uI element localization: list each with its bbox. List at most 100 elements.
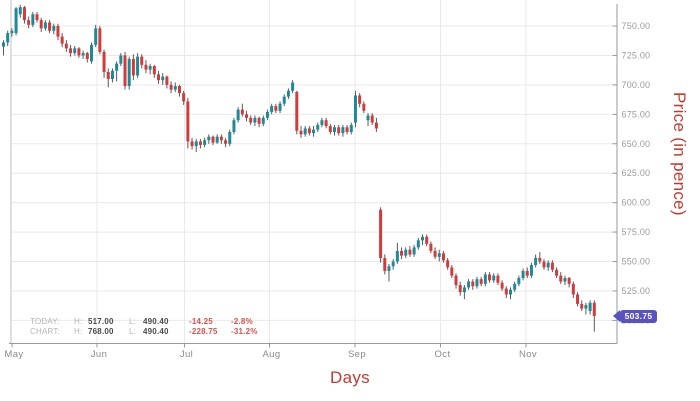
candle-down — [567, 278, 571, 284]
legend-row-chart: CHART: H: 768.00 L: 490.40 -228.75 -31.2% — [30, 327, 258, 337]
candle-up — [391, 261, 395, 267]
candle-down — [433, 250, 437, 257]
price-tick-label: 725.00 — [622, 50, 651, 60]
candle-down — [525, 270, 529, 276]
candle-down — [370, 115, 374, 123]
candle-up — [395, 250, 399, 262]
candle-down — [358, 95, 362, 104]
candle-down — [27, 20, 31, 25]
candle-up — [89, 44, 93, 62]
month-tick-label: Jun — [91, 349, 108, 360]
candle-down — [190, 141, 194, 147]
candle-up — [173, 86, 177, 90]
candle-up — [416, 240, 420, 248]
y-axis-title: Price (in pence) — [670, 92, 689, 216]
month-tick-label: Oct — [435, 349, 451, 360]
candle-down — [345, 127, 349, 132]
candle-up — [110, 70, 114, 79]
candle-up — [517, 278, 521, 284]
price-tick-label: 625.00 — [622, 168, 651, 178]
candle-down — [198, 141, 202, 145]
candle-up — [588, 302, 592, 311]
candle-down — [429, 243, 433, 251]
candle-down — [39, 20, 43, 29]
candle-up — [513, 283, 517, 290]
candle-up — [546, 262, 550, 268]
ohlc-legend: TODAY: H: 517.00 L: 490.40 -14.25 -2.8% CHART:… — [30, 317, 258, 336]
candle-up — [14, 8, 18, 34]
candle-up — [232, 120, 236, 132]
candle-down — [186, 101, 190, 142]
candle-down — [140, 56, 144, 65]
candle-up — [349, 124, 353, 132]
candle-down — [379, 209, 383, 258]
candle-down — [383, 257, 387, 271]
candle-up — [148, 66, 152, 70]
candle-down — [106, 71, 110, 79]
candle-up — [320, 120, 324, 125]
candle-down — [144, 64, 148, 70]
month-tick-label: Nov — [519, 349, 537, 360]
candle-up — [161, 76, 165, 81]
candle-down — [374, 122, 378, 129]
candle-up — [286, 90, 290, 97]
candle-up — [312, 129, 316, 134]
candle-down — [500, 282, 504, 289]
candle-down — [157, 74, 161, 81]
candle-up — [483, 274, 487, 284]
legend-today-change-pct: -2.8% — [231, 317, 253, 326]
candle-up — [73, 48, 77, 54]
candle-down — [245, 114, 249, 118]
candle-up — [303, 128, 307, 135]
candle-down — [35, 14, 39, 21]
price-tick-label: 550.00 — [622, 257, 651, 267]
candle-up — [529, 265, 533, 276]
candle-down — [224, 140, 228, 144]
candle-down — [85, 53, 89, 59]
candle-up — [353, 95, 357, 123]
candle-up — [333, 127, 337, 132]
candle-down — [454, 275, 458, 286]
legend-chart-high: 768.00 — [88, 326, 114, 336]
month-tick-label: Sep — [348, 349, 366, 360]
candle-down — [496, 275, 500, 283]
candle-down — [504, 288, 508, 295]
candle-up — [127, 58, 131, 87]
candle-up — [341, 127, 345, 134]
candle-down — [123, 55, 127, 87]
candle-down — [177, 86, 181, 94]
candle-up — [291, 82, 295, 91]
candle-down — [328, 126, 332, 132]
candle-down — [571, 283, 575, 295]
candle-down — [458, 285, 462, 293]
candle-up — [261, 117, 265, 124]
candle-up — [265, 111, 269, 118]
candle-up — [387, 266, 391, 271]
candle-up — [31, 14, 35, 25]
candle-up — [94, 28, 98, 45]
candle-up — [203, 140, 207, 145]
candle-up — [18, 7, 22, 15]
candle-down — [219, 136, 223, 141]
price-tick-label: 650.00 — [622, 139, 651, 149]
candle-down — [211, 136, 215, 143]
legend-high-key: H: — [74, 326, 83, 336]
candle-down — [299, 130, 303, 135]
candle-up — [52, 26, 56, 31]
candle-down — [555, 269, 559, 276]
legend-chart-low: 490.40 — [143, 326, 169, 336]
price-tick-label: 750.00 — [622, 21, 651, 31]
candle-down — [48, 22, 52, 31]
candle-down — [240, 109, 244, 115]
candle-down — [400, 250, 404, 256]
candle-down — [295, 91, 299, 131]
price-tick-label: 525.00 — [622, 286, 651, 296]
candle-up — [2, 42, 5, 47]
candle-down — [98, 28, 102, 52]
candle-down — [471, 281, 475, 287]
candle-down — [550, 262, 554, 270]
candle-up — [215, 136, 219, 143]
candle-up — [584, 305, 588, 309]
candle-up — [475, 279, 479, 287]
